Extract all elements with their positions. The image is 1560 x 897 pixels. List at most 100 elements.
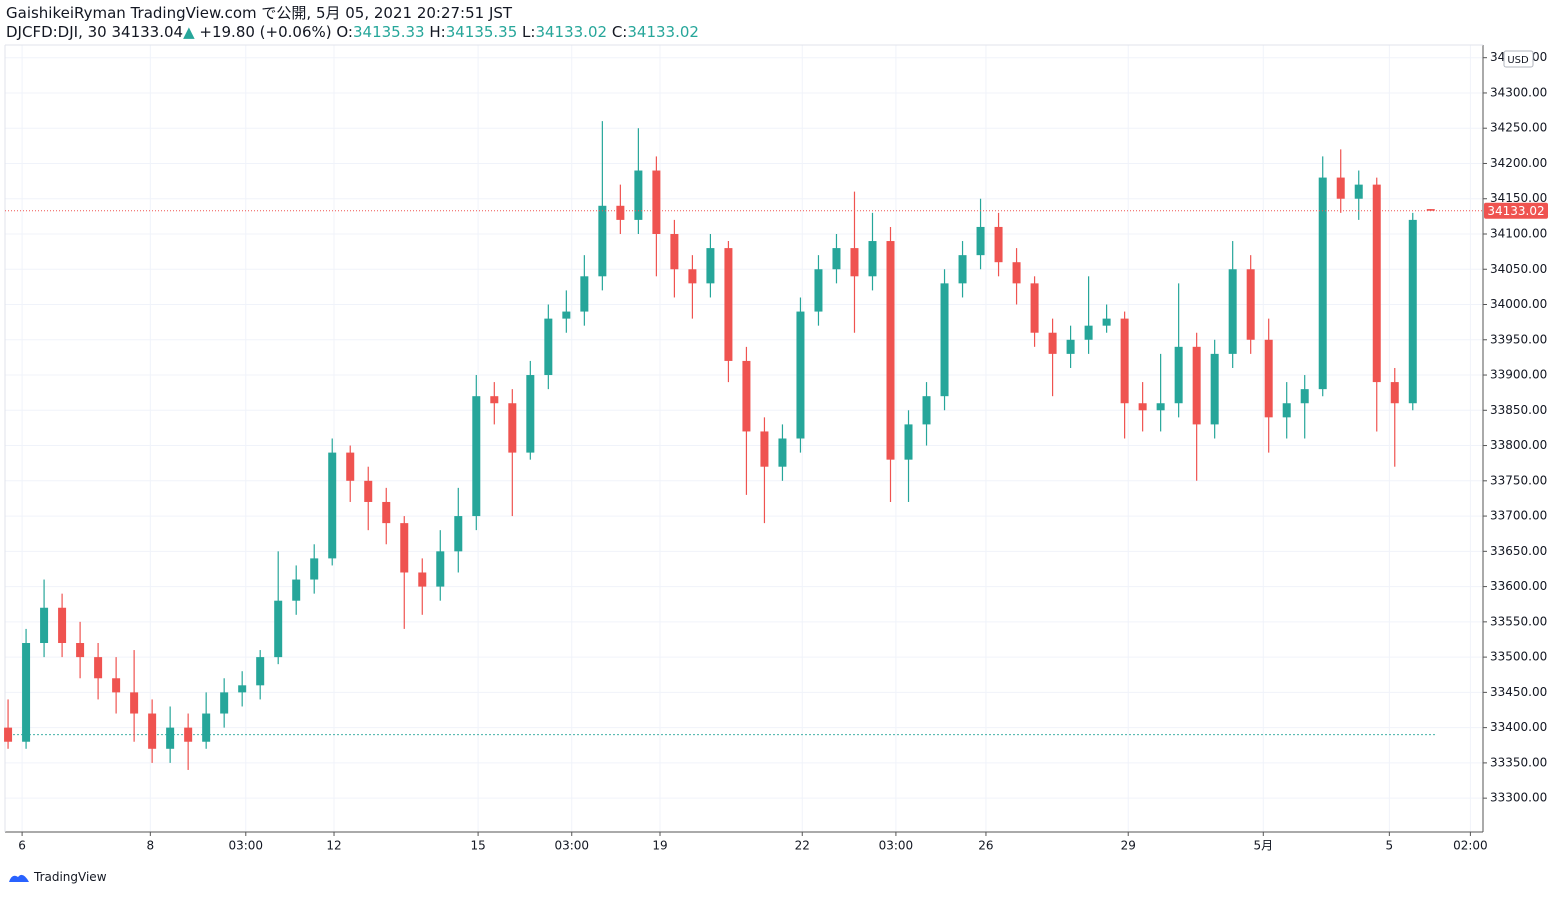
candle-body	[310, 558, 319, 580]
candle-body	[1192, 346, 1201, 425]
candle-body	[1030, 283, 1039, 333]
candle-body	[202, 713, 211, 742]
candle-body	[652, 170, 661, 234]
c-label: C:	[611, 23, 628, 41]
candle-body	[22, 643, 31, 742]
candle-body	[148, 713, 157, 749]
candle-body	[166, 727, 175, 749]
candle-body	[1336, 177, 1345, 199]
x-tick-label: 29	[1121, 839, 1136, 853]
candle-body	[1282, 403, 1291, 418]
candle-body	[40, 607, 49, 644]
candle-body	[1264, 339, 1273, 418]
candle-body	[760, 431, 769, 467]
y-tick-label: 33950.00	[1490, 332, 1547, 346]
candle-body	[1372, 184, 1381, 383]
x-tick-label: 6	[18, 839, 26, 853]
candle-body	[1084, 325, 1093, 340]
candle-body	[256, 657, 265, 686]
candle-body	[328, 452, 337, 559]
y-tick-label: 33600.00	[1490, 579, 1547, 593]
candle-body	[454, 516, 463, 552]
candle-body	[1390, 382, 1399, 404]
candle-body	[724, 248, 733, 361]
candle-body	[814, 269, 823, 312]
x-tick-label: 26	[978, 839, 993, 853]
x-tick-label: 03:00	[554, 839, 589, 853]
symbol: DJCFD:DJI, 30	[6, 23, 107, 41]
candle-body	[4, 727, 13, 742]
last-price: 34133.04	[111, 23, 184, 41]
candle-body	[76, 643, 85, 658]
y-tick-label: 34050.00	[1490, 262, 1547, 276]
candle-body	[130, 692, 139, 714]
y-tick-label: 34000.00	[1490, 297, 1547, 311]
candle-body	[598, 205, 607, 277]
candle-body	[904, 424, 913, 460]
candle-body	[238, 685, 247, 693]
candle-body	[958, 255, 967, 284]
footer: TradingView	[8, 870, 107, 884]
y-tick-label: 33350.00	[1490, 755, 1547, 769]
candle-body	[1102, 318, 1111, 326]
candle-body	[1120, 318, 1129, 404]
candle-body	[508, 403, 517, 453]
candle-body	[1012, 262, 1021, 284]
l-label: L:	[522, 23, 536, 41]
y-tick-label: 34150.00	[1490, 191, 1547, 205]
candle-body	[1354, 184, 1363, 199]
candle-body	[1408, 219, 1417, 404]
x-tick-label: 19	[652, 839, 667, 853]
candle-body	[1246, 269, 1255, 340]
currency-badge	[1503, 50, 1534, 68]
candle-body	[832, 248, 841, 270]
candle-body	[922, 396, 931, 425]
y-tick-label: 33850.00	[1490, 403, 1547, 417]
candle-body	[778, 438, 787, 467]
candle-body	[796, 311, 805, 439]
candle-body	[364, 480, 373, 502]
currency-label: USD	[1507, 55, 1529, 66]
candle-body	[472, 396, 481, 517]
x-tick-label: 5	[1386, 839, 1394, 853]
y-tick-label: 33650.00	[1490, 544, 1547, 558]
price-badge	[1484, 202, 1548, 219]
candle-body	[1138, 403, 1147, 411]
x-tick-label: 03:00	[228, 839, 263, 853]
candle-body	[868, 241, 877, 277]
x-tick-label: 02:00	[1453, 839, 1488, 853]
candle-body	[490, 396, 499, 404]
y-tick-label: 33700.00	[1490, 509, 1547, 523]
candle-body	[1156, 403, 1165, 411]
candle-body	[382, 501, 391, 524]
candle-body	[58, 607, 67, 644]
open-value: 34135.33	[352, 23, 425, 41]
x-tick-label: 22	[795, 839, 810, 853]
candle-body	[994, 226, 1003, 263]
y-tick-label: 33300.00	[1490, 791, 1547, 805]
y-tick-label: 34300.00	[1490, 85, 1547, 99]
candle-body	[220, 692, 229, 714]
candle-body	[562, 311, 571, 319]
quote-line: DJCFD:DJI, 30 34133.04▲ +19.80 (+0.06%) …	[6, 23, 699, 42]
candle-body	[292, 579, 301, 601]
close-value: 34133.02	[627, 23, 699, 41]
candle-body	[1426, 209, 1435, 211]
candle-body	[1318, 177, 1327, 390]
candle-body	[688, 269, 697, 284]
candle-body	[346, 452, 355, 481]
candle-body	[436, 551, 445, 587]
candle-body	[1066, 339, 1075, 354]
low-value: 34133.02	[535, 23, 608, 41]
candle-body	[1228, 269, 1237, 354]
y-tick-label: 33750.00	[1490, 473, 1547, 487]
candle-body	[670, 233, 679, 270]
candle-body	[184, 727, 193, 742]
candle-body	[526, 375, 535, 453]
y-tick-label: 33900.00	[1490, 368, 1547, 382]
price-badge-label: 34133.02	[1487, 204, 1544, 218]
y-tick-label: 33500.00	[1490, 650, 1547, 664]
header: GaishikeiRyman TradingView.com で公開, 5月 0…	[6, 4, 699, 42]
publisher: GaishikeiRyman TradingView.com で公開, 5月 0…	[6, 4, 513, 22]
candle-body	[1048, 332, 1057, 354]
